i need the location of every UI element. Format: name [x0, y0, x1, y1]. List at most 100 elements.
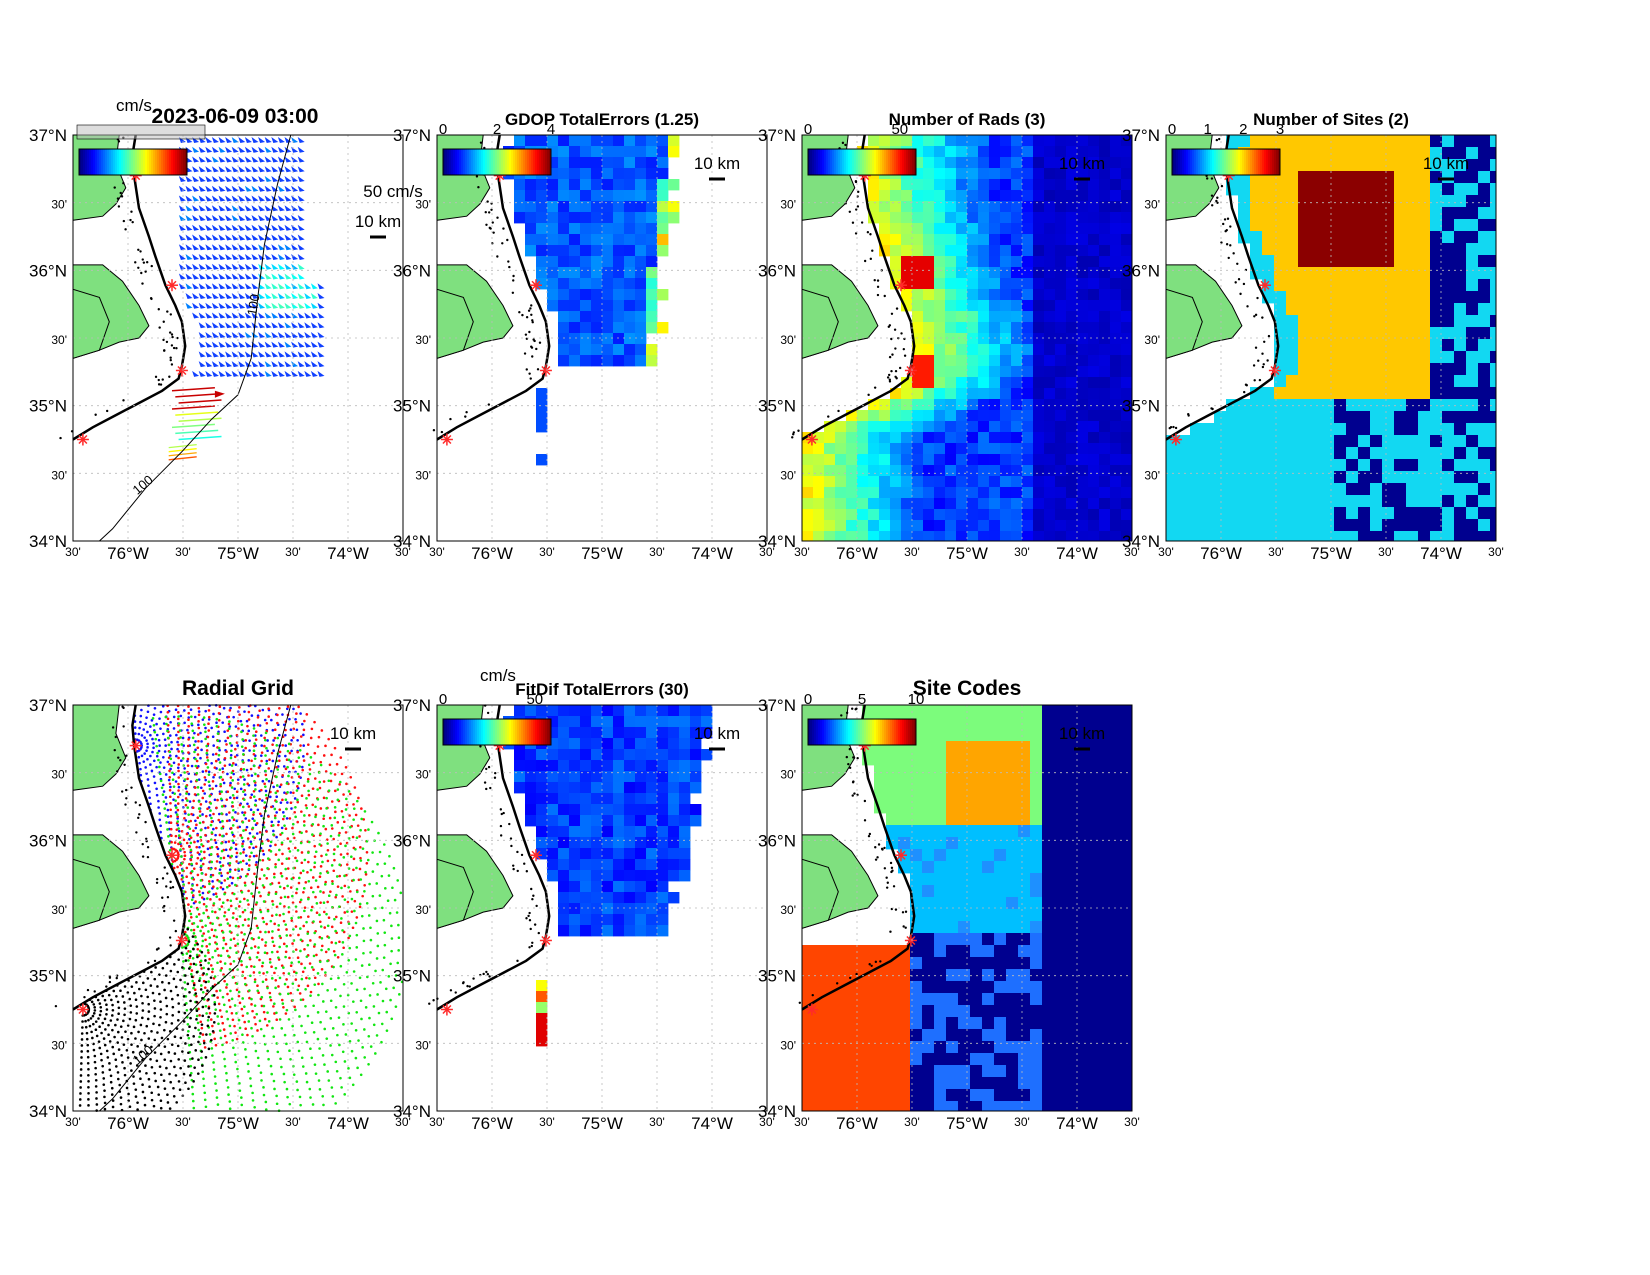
radial-grid-point [318, 786, 322, 790]
heatmap-cell [1310, 327, 1323, 340]
heatmap-cell [934, 399, 946, 411]
heatmap-cell [1478, 219, 1491, 232]
heatmap-cell [1274, 219, 1287, 232]
shoal-dot [900, 332, 903, 335]
heatmap-cell [813, 520, 825, 532]
colorbar-swatch [79, 149, 82, 175]
heatmap-cell [1022, 146, 1034, 158]
heatmap-cell [824, 476, 836, 488]
heatmap-cell [1442, 399, 1455, 412]
radial-grid-point [347, 936, 350, 940]
radial-grid-point [266, 1049, 270, 1053]
radial-grid-point [168, 795, 172, 799]
current-vector [297, 283, 305, 290]
heatmap-cell [1286, 351, 1299, 364]
heatmap-cell [835, 509, 847, 521]
heatmap-cell [1274, 447, 1287, 460]
heatmap-cell [879, 245, 891, 257]
radial-grid-point [200, 748, 203, 752]
radial-grid-point [230, 1011, 234, 1015]
heatmap-cell [945, 311, 957, 323]
current-vector [297, 205, 305, 212]
heatmap-cell [934, 234, 946, 246]
heatmap-cell [1370, 183, 1383, 196]
radial-grid-point [177, 785, 181, 789]
heatmap-cell [1322, 207, 1335, 220]
heatmap-cell [635, 234, 647, 246]
radial-grid-point [196, 925, 200, 929]
radial-grid-point [137, 732, 141, 736]
radial-grid-point [162, 766, 166, 769]
current-vector [317, 361, 325, 368]
heatmap-cell [1044, 201, 1056, 213]
radial-grid-point [298, 900, 302, 904]
radial-grid-point [140, 754, 144, 758]
shoal-dot [894, 347, 897, 350]
current-vector [225, 253, 233, 260]
radial-grid-point [270, 751, 274, 755]
heatmap-cell [1262, 471, 1275, 484]
radial-grid-point [212, 827, 215, 831]
current-vector [218, 331, 226, 338]
radial-grid-point [177, 769, 180, 773]
radial-grid-point [267, 707, 270, 711]
radial-grid-point [195, 915, 198, 919]
radial-grid-point [151, 737, 154, 741]
radial-grid-point [227, 908, 231, 912]
current-vector [271, 244, 279, 251]
heatmap-cell [1033, 322, 1045, 334]
current-vector [218, 195, 226, 202]
heatmap-cell [1166, 459, 1179, 472]
heatmap-cell [1066, 201, 1078, 213]
heatmap-cell [1298, 195, 1311, 208]
heatmap-cell [1011, 531, 1023, 542]
current-vector [238, 205, 246, 212]
radial-grid-point [225, 832, 228, 836]
heatmap-cell [1478, 243, 1491, 256]
heatmap-cell [912, 366, 924, 378]
radial-grid-point [312, 954, 316, 958]
radial-grid-point [320, 854, 323, 858]
heatmap-cell [1406, 183, 1419, 196]
heatmap-cell [1011, 399, 1023, 411]
radial-grid-point [246, 899, 249, 902]
heatmap-cell [1454, 423, 1467, 436]
heatmap-cell [1334, 483, 1347, 496]
heatmap-cell [1088, 300, 1100, 312]
heatmap-cell [1490, 351, 1497, 364]
radial-grid-point [263, 744, 266, 748]
current-vector [317, 312, 325, 319]
heatmap-cell [1099, 498, 1111, 510]
heatmap-cell [1382, 195, 1395, 208]
current-vector [258, 253, 266, 260]
current-vector [198, 205, 206, 212]
heatmap-cell [1011, 355, 1023, 367]
radial-grid-point [268, 995, 272, 999]
lon-tick-label: 30' [1124, 545, 1140, 559]
radial-grid-point [211, 955, 214, 959]
current-vector [178, 417, 222, 422]
heatmap-cell [1011, 509, 1023, 521]
radial-grid-point [223, 914, 226, 918]
radial-grid-point [310, 965, 314, 969]
lat-tick-label: 34°N [758, 532, 796, 551]
heatmap-cell [1430, 387, 1443, 400]
radial-grid-point [275, 913, 278, 917]
radial-grid-point [212, 1061, 215, 1064]
radial-grid-point [201, 1033, 205, 1036]
radial-grid-point [149, 754, 152, 758]
heatmap-cell [1088, 465, 1100, 477]
radial-grid-point [197, 713, 201, 717]
radial-grid-point [189, 915, 193, 919]
radial-grid-point [277, 858, 281, 862]
heatmap-cell [1346, 471, 1359, 484]
heatmap-cell [989, 520, 1001, 532]
heatmap-cell [934, 432, 946, 444]
radial-grid-point [305, 920, 308, 924]
heatmap-cell [857, 465, 869, 477]
radial-grid-point [293, 1005, 296, 1009]
heatmap-cell [1286, 303, 1299, 316]
radial-grid-point [258, 724, 262, 727]
radial-grid-point [317, 823, 320, 827]
radial-grid-point [300, 851, 304, 854]
